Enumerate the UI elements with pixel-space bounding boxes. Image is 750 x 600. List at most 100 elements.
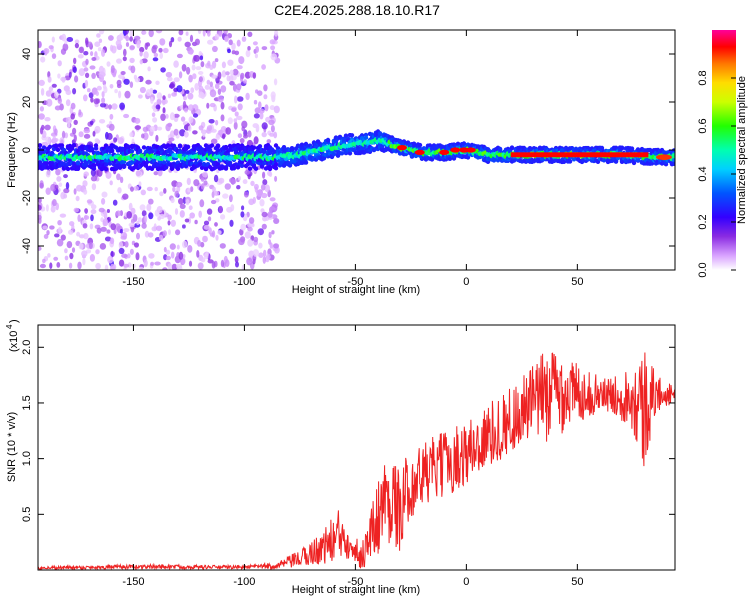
spectrogram-noise-cell (220, 85, 227, 93)
spectrogram-noise-cell (167, 214, 172, 221)
spectrogram-noise-cell (116, 79, 122, 86)
spectrogram-noise-cell (234, 256, 239, 263)
spectrogram-noise-cell (190, 186, 194, 193)
spectrogram-noise-cell (117, 187, 122, 194)
spectrogram-band-cell (299, 142, 305, 147)
spectrogram-noise-cell (57, 73, 61, 79)
spectrogram-noise-cell (271, 230, 275, 235)
spectrogram-noise-cell (139, 51, 143, 57)
spectrogram-noise-cell (223, 30, 228, 35)
spectrogram-noise-cell (100, 226, 107, 232)
spectrogram-noise-cell (130, 186, 134, 192)
spectrogram-noise-cell (198, 85, 204, 92)
spectrogram-noise-cell (153, 52, 159, 58)
spectrogram-noise-cell (253, 236, 259, 243)
spectrogram-band-cell (363, 135, 369, 140)
spectrogram-noise-cell (56, 176, 62, 182)
snr-axes: -150 -100 -50 0 50 0.5 1.0 1.5 2.0 (21, 325, 675, 588)
spectrogram-noise-cell (106, 132, 113, 141)
spectrogram-noise-cell (247, 239, 254, 247)
spectrogram-noise-cell (58, 226, 62, 234)
spectrogram-noise-cell (78, 131, 84, 138)
spectrogram-noise-cell (63, 193, 68, 199)
spectrogram-noise-cell (211, 230, 216, 238)
spectrogram-axes: -150 -100 -50 0 50 -40 -20 0 20 40 (21, 30, 675, 288)
colorbar-tick-label: 0.2 (697, 214, 709, 229)
spectrogram-noise-cell (243, 191, 249, 198)
spectrogram-noise-cell (48, 45, 54, 50)
spectrogram-noise-cell (101, 91, 105, 98)
spectrogram-band-cell (165, 143, 171, 148)
spectrogram-noise-cell (130, 225, 135, 233)
spectrogram-noise-cell (103, 210, 108, 218)
spectrogram-noise-cell (90, 169, 96, 177)
spectrogram-noise-cell (244, 169, 251, 175)
spectrogram-band-cell (75, 166, 81, 171)
spectrogram-noise-cell (167, 263, 173, 270)
spectrogram-noise-cell (102, 84, 107, 90)
spectrogram-noise-cell (181, 64, 187, 72)
spectrogram-ridge-core (510, 152, 649, 158)
spectrogram-noise-cell (61, 130, 66, 139)
spectrogram-noise-cell (83, 67, 89, 72)
spectrogram-noise-cell (96, 85, 102, 91)
spectrogram-noise-cell (170, 251, 175, 259)
spectrogram-noise-cell (217, 71, 222, 80)
spectrogram-noise-cell (194, 83, 199, 91)
spectrogram-band-cell (43, 160, 49, 166)
spectrogram-noise-cell (184, 218, 190, 223)
spectrogram-noise-cell (236, 83, 242, 91)
spectrogram-band-cell (129, 149, 135, 154)
y-tick-label: 0.5 (21, 507, 33, 522)
spectrogram-noise-cell (225, 71, 230, 76)
spectrogram-noise-cell (194, 38, 200, 46)
spectrogram-noise-cell (61, 33, 67, 42)
spectrogram-noise-cell (256, 189, 263, 197)
spectrogram-noise-cell (227, 59, 234, 66)
spectrogram-noise-cell (118, 90, 122, 99)
spectrogram-noise-cell (179, 203, 186, 209)
spectrogram-noise-cell (83, 232, 89, 240)
spectrogram-band-cell (93, 146, 99, 151)
spectrogram-noise-cell (215, 119, 219, 126)
spectrogram-noise-cell (144, 215, 148, 223)
spectrogram-noise-cell (95, 262, 101, 270)
spectrogram-band-cell (109, 148, 115, 154)
snr-frame (37, 324, 676, 571)
spectrogram-noise-cell (206, 30, 211, 37)
spectrogram-noise-cell (110, 223, 116, 231)
spectrogram-noise-cell (70, 113, 75, 120)
spectrogram-noise-cell (181, 257, 186, 265)
spectrogram-noise-cell (196, 250, 200, 258)
x-tick-label: 0 (463, 576, 469, 588)
spectrogram-noise-cell (235, 261, 239, 268)
spectrogram-noise-cell (120, 71, 126, 75)
spectrogram-noise-cell (115, 210, 121, 217)
spectrogram-band-cell (571, 157, 577, 162)
spectrogram-noise-cell (90, 214, 94, 222)
spectrogram-noise-cell (78, 109, 82, 116)
spectrogram-noise-cell (83, 128, 91, 134)
spectrogram-noise-cell (236, 39, 241, 47)
spectrogram-noise-cell (156, 92, 163, 100)
spectrogram-noise-cell (150, 261, 155, 266)
spectrogram-noise-cell (68, 262, 73, 269)
x-tick-label: 0 (463, 276, 469, 288)
spectrogram-band-cell (671, 161, 675, 166)
snr-scale-exp: 4 (5, 324, 14, 329)
spectrogram-noise-cell (86, 199, 93, 204)
spectrogram-band-cell (455, 141, 461, 146)
spectrogram-noise-cell (118, 247, 125, 255)
spectrogram-band-cell (343, 133, 349, 138)
spectrogram-noise-cell (119, 176, 124, 183)
spectrogram-noise-cell (154, 261, 161, 266)
spectrogram-noise-cell (89, 120, 94, 126)
spectrogram-noise-cell (229, 177, 235, 183)
spectrogram-noise-cell (102, 80, 107, 86)
spectrogram-noise-cell (68, 71, 72, 78)
spectrogram-noise-cell (47, 253, 51, 258)
spectrogram-band-cell (125, 144, 131, 149)
spectrogram-noise-cell (137, 217, 142, 223)
spectrogram-band-cell (627, 158, 633, 163)
spectrogram-band-cell (247, 166, 253, 171)
